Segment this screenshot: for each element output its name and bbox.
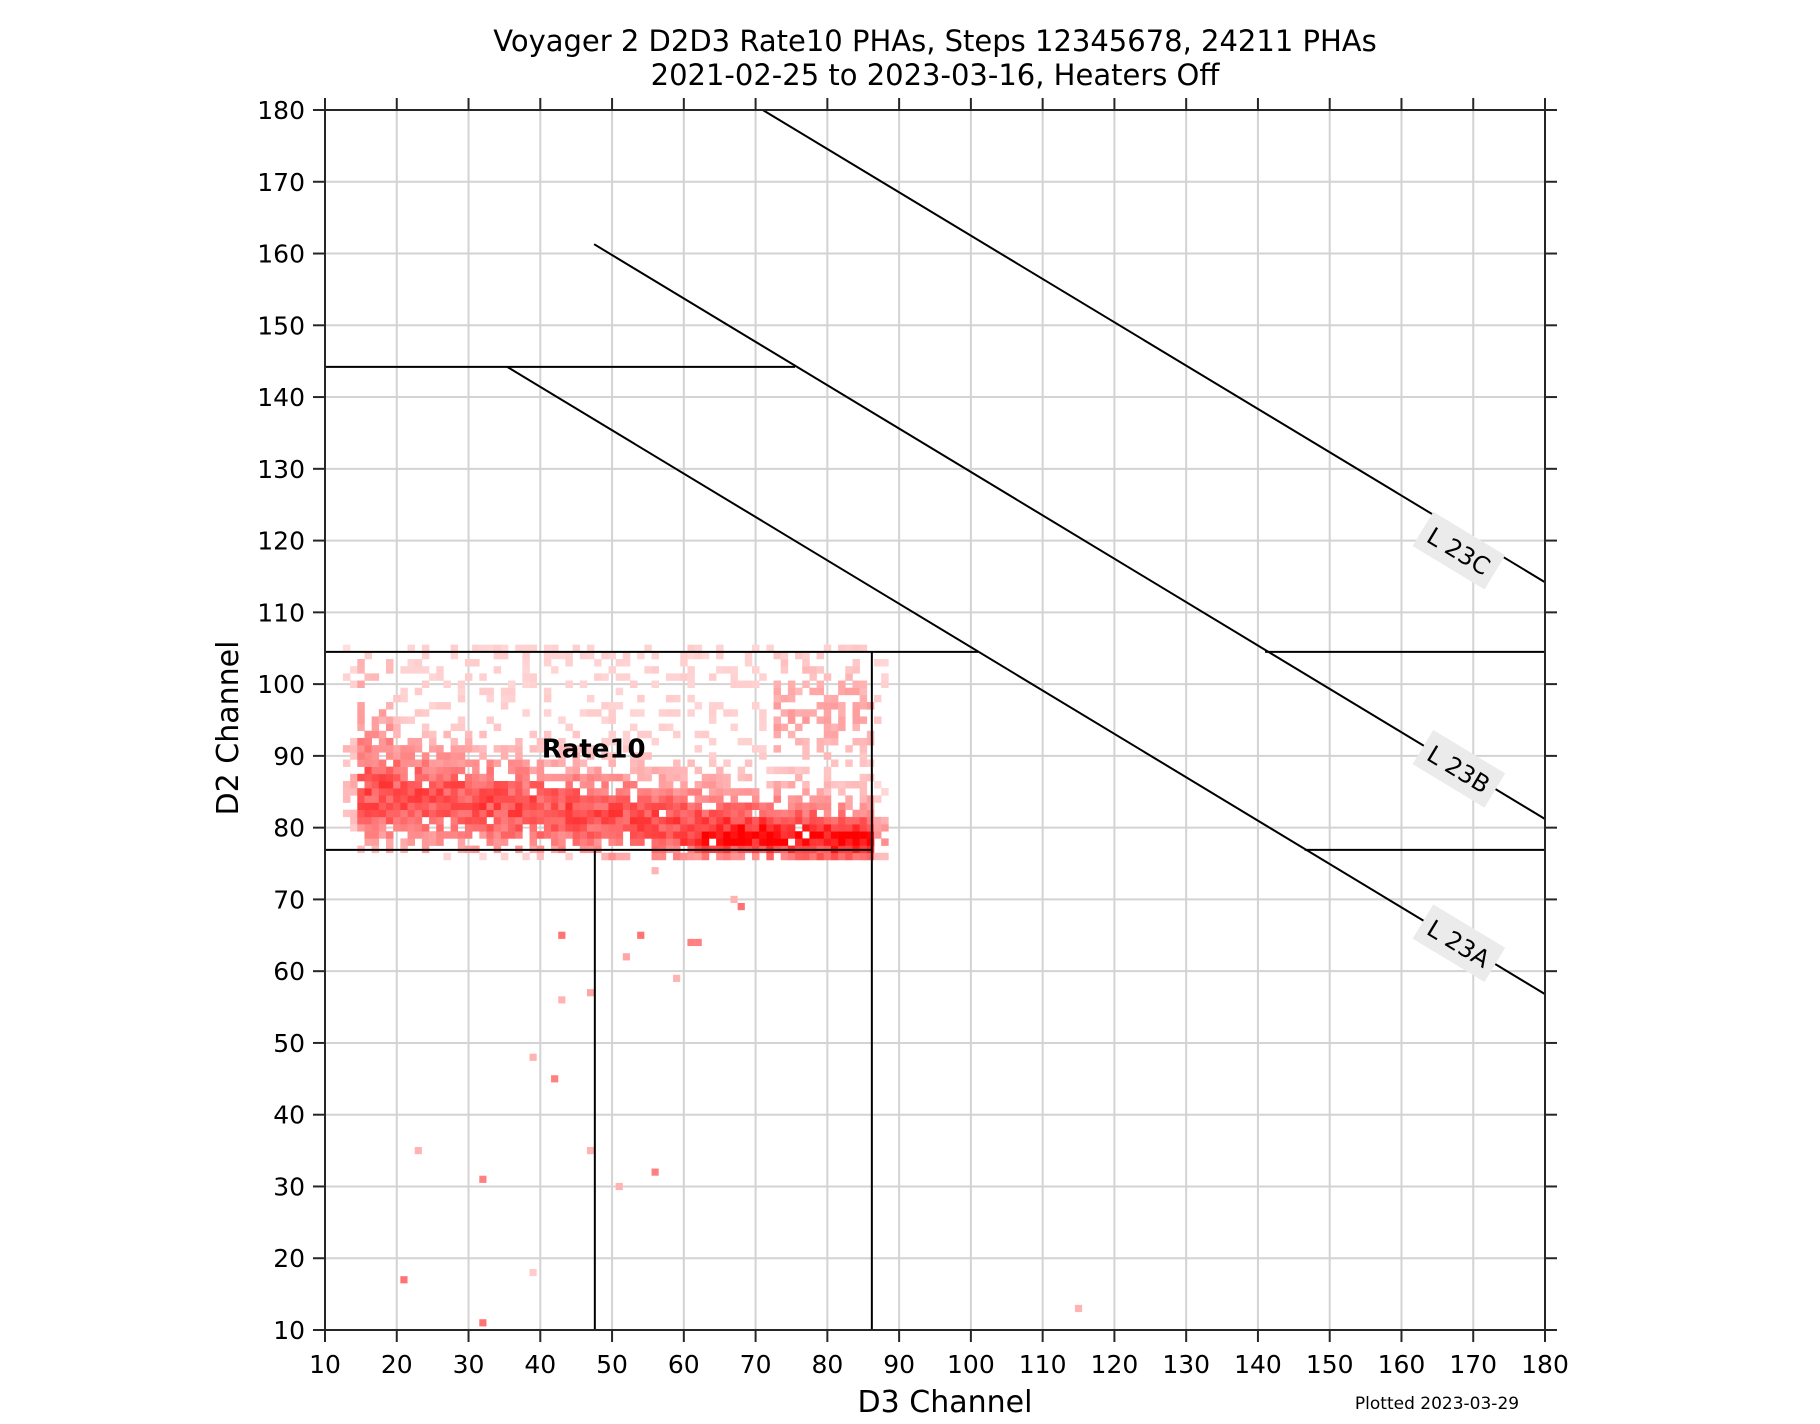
grid-lines	[324, 109, 1546, 1331]
x-tick-label: 70	[740, 1350, 772, 1379]
x-tick-label: 50	[596, 1350, 628, 1379]
y-tick-label: 50	[273, 1029, 305, 1058]
y-tick-label: 40	[273, 1101, 305, 1130]
x-tick-label: 20	[381, 1350, 413, 1379]
y-tick-label: 70	[273, 885, 305, 914]
boundary-lines	[325, 109, 1546, 1330]
y-axis-label: D2 Channel	[211, 641, 246, 816]
axes: 10 20 30 40 50 60 70 80 90 100 110 120 130 140 150 160 1…	[257, 96, 1569, 1379]
x-tick-label: 100	[947, 1350, 995, 1379]
y-tick-label: 170	[257, 168, 305, 197]
y-tick-label: 60	[273, 957, 305, 986]
x-tick-label: 10	[309, 1350, 341, 1379]
chart-subtitle: 2021-02-25 to 2023-03-16, Heaters Off	[650, 58, 1220, 92]
x-tick-label: 180	[1521, 1350, 1569, 1379]
x-tick-label: 170	[1449, 1350, 1497, 1379]
x-tick-label: 130	[1162, 1350, 1210, 1379]
y-tick-label: 130	[257, 455, 305, 484]
x-tick-label: 140	[1234, 1350, 1282, 1379]
x-tick-label: 80	[811, 1350, 843, 1379]
y-tick-label: 150	[257, 311, 305, 340]
x-tick-label: 150	[1306, 1350, 1354, 1379]
x-tick-label: 60	[668, 1350, 700, 1379]
y-tick-label: 100	[257, 670, 305, 699]
y-tick-label: 180	[257, 96, 305, 125]
label-L23B: L 23B	[1412, 729, 1506, 808]
y-tick-label: 110	[257, 598, 305, 627]
y-tick-label: 30	[273, 1172, 305, 1201]
y-tick-label: 90	[273, 742, 305, 771]
rate10-box-label: Rate10	[542, 734, 646, 764]
chart-title: Voyager 2 D2D3 Rate10 PHAs, Steps 123456…	[493, 24, 1377, 58]
heatmap-cells	[342, 644, 889, 861]
x-tick-label: 30	[453, 1350, 485, 1379]
y-tick-label: 20	[273, 1244, 305, 1273]
x-tick-label: 160	[1378, 1350, 1426, 1379]
x-axis-label: D3 Channel	[858, 1385, 1033, 1420]
x-tick-label: 110	[1019, 1350, 1067, 1379]
y-tick-label: 120	[257, 527, 305, 556]
x-tick-label: 120	[1091, 1350, 1139, 1379]
y-tick-label: 140	[257, 383, 305, 412]
plotted-date: Plotted 2023-03-29	[1355, 1394, 1519, 1414]
label-L23C: L 23C	[1412, 511, 1506, 590]
y-tick-label: 80	[273, 814, 305, 843]
x-tick-label: 40	[524, 1350, 556, 1379]
outlier-points	[400, 852, 1083, 1327]
y-tick-label: 160	[257, 240, 305, 269]
y-tick-label: 10	[273, 1316, 305, 1345]
x-tick-label: 90	[883, 1350, 915, 1379]
